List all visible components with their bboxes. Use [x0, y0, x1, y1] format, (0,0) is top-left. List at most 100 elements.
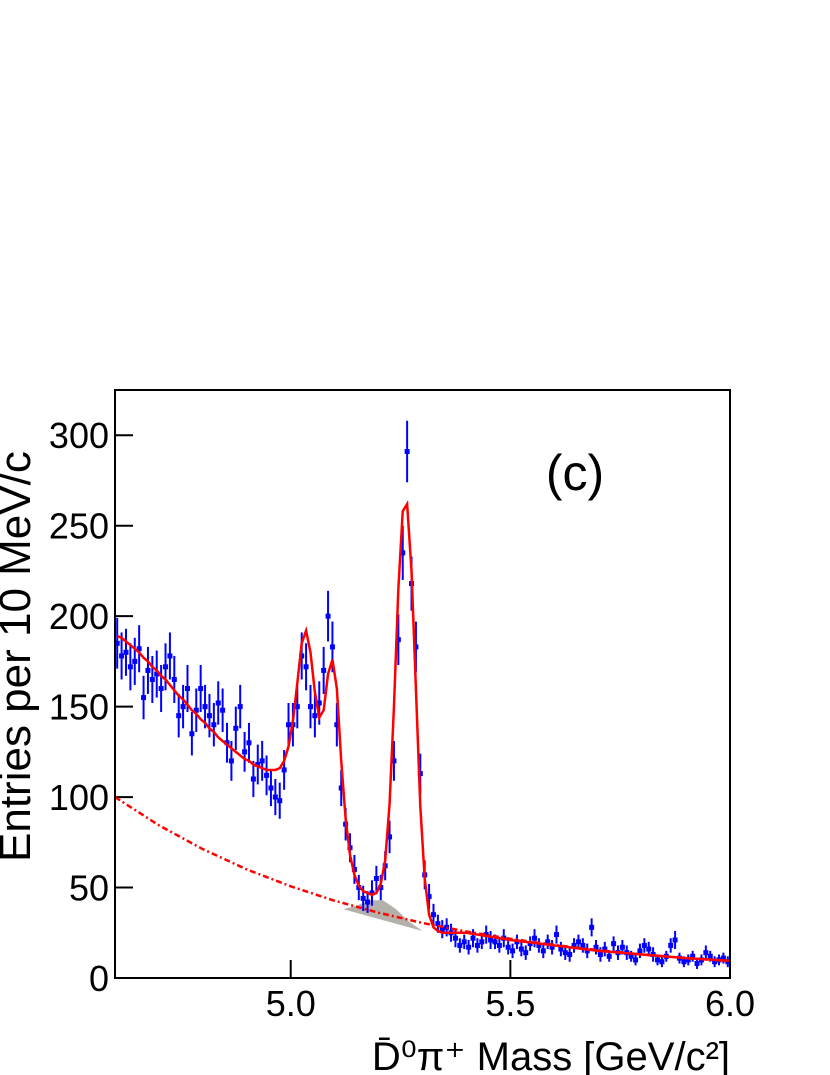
data-point [611, 941, 617, 947]
y-tick-label: 250 [49, 506, 109, 547]
data-point [334, 722, 340, 728]
data-point [391, 758, 397, 764]
plot-frame [114, 389, 731, 979]
data-point [141, 695, 147, 701]
data-point [369, 890, 375, 896]
data-point [294, 704, 300, 710]
data-point [659, 959, 665, 965]
data-point [518, 946, 524, 952]
data-point [562, 950, 568, 956]
data-point [672, 937, 678, 943]
data-point [628, 953, 634, 959]
data-point [321, 667, 327, 673]
data-point [540, 948, 546, 954]
data-point [220, 707, 226, 713]
data-point [584, 948, 590, 954]
data-point [176, 713, 182, 719]
data-point [316, 700, 322, 706]
y-tick-label: 150 [49, 687, 109, 728]
data-point [184, 686, 190, 692]
data-point [329, 644, 335, 650]
data-point [633, 957, 639, 963]
data-point [158, 686, 164, 692]
data-point [119, 653, 125, 659]
data-point [712, 959, 718, 965]
data-point [211, 722, 217, 728]
data-point [655, 957, 661, 963]
data-point [303, 664, 309, 670]
data-point [545, 939, 551, 945]
data-point [132, 658, 138, 664]
data-point [602, 946, 608, 952]
data-point [413, 644, 419, 650]
background-fit [114, 796, 731, 963]
data-point [255, 762, 261, 768]
data-point [685, 957, 691, 963]
data-point [589, 924, 595, 930]
data-point [189, 731, 195, 737]
data-point [690, 953, 696, 959]
data-point [567, 951, 573, 957]
data-point [286, 722, 292, 728]
data-point [264, 772, 270, 778]
data-point [488, 937, 494, 943]
data-point [277, 798, 283, 804]
data-point [307, 704, 313, 710]
x-tick-label: 5.5 [485, 983, 535, 1024]
total-fit [116, 499, 731, 963]
data-point [259, 758, 265, 764]
data-point [637, 948, 643, 954]
data-point [395, 637, 401, 643]
x-tick-label: 6.0 [705, 983, 755, 1024]
data-point [593, 944, 599, 950]
data-point [474, 942, 480, 948]
data-point [224, 740, 230, 746]
data-point [365, 899, 371, 905]
data-point [215, 700, 221, 706]
data-point [571, 942, 577, 948]
data-point [575, 939, 581, 945]
data-point [360, 895, 366, 901]
data-point [127, 664, 133, 670]
data-point [681, 959, 687, 965]
data-point [167, 653, 173, 659]
data-point [400, 550, 406, 556]
data-point [646, 946, 652, 952]
data-point [479, 939, 485, 945]
data-point [154, 671, 160, 677]
peaking-background [343, 900, 423, 931]
data-point [668, 942, 674, 948]
data-point [325, 613, 331, 619]
data-point [242, 749, 248, 755]
data-point [198, 686, 204, 692]
data-point [145, 667, 151, 673]
data-point [202, 704, 208, 710]
data-point [268, 785, 274, 791]
data-point [250, 776, 256, 782]
y-tick-label: 50 [69, 868, 109, 909]
data-point [532, 935, 538, 941]
data-point [149, 676, 155, 682]
data-point [470, 935, 476, 941]
data-point [703, 950, 709, 956]
y-tick-label: 300 [49, 415, 109, 456]
data-point [536, 942, 542, 948]
data-point [694, 961, 700, 967]
data-point [597, 951, 603, 957]
data-point [387, 834, 393, 840]
y-tick-label: 0 [89, 958, 109, 999]
data-point [496, 942, 502, 948]
data-point [404, 449, 410, 455]
data-point [549, 944, 555, 950]
data-point [272, 794, 278, 800]
data-point [461, 939, 467, 945]
data-point [523, 950, 529, 956]
data-point [114, 640, 120, 646]
data-point [435, 921, 441, 927]
data-point [641, 942, 647, 948]
data-point [619, 944, 625, 950]
data-point [466, 944, 472, 950]
data-point [492, 939, 498, 945]
data-point [553, 932, 559, 938]
data-point [338, 785, 344, 791]
